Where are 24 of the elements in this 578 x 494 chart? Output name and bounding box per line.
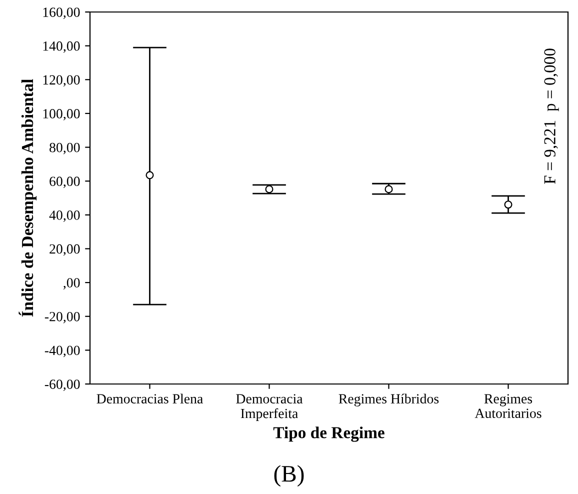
x-tick-label: Regimes Autoritarios <box>474 394 542 418</box>
y-tick-label: 60,00 <box>50 176 80 188</box>
point <box>146 171 154 180</box>
x-tick-label: Regimes Híbridos <box>338 394 439 406</box>
point <box>265 185 274 194</box>
y-tick-label: 20,00 <box>50 244 80 256</box>
y-tick-label: -40,00 <box>44 346 80 358</box>
y-tick-label: 120,00 <box>43 75 80 87</box>
text: (B) <box>274 465 304 487</box>
point <box>504 200 512 209</box>
y-tick-label: 40,00 <box>49 210 80 222</box>
y-tick-label: ,00 <box>63 278 80 290</box>
y-tick-label: 100,00 <box>43 109 80 120</box>
annotation: F = 9,221 p = 0,000 <box>544 48 559 184</box>
y-tick-label: -20,00 <box>44 312 80 324</box>
y-axis-title: Índice de Desempenho Ambiental <box>18 79 37 317</box>
y-tick-label: 80,00 <box>50 142 80 154</box>
point <box>384 185 393 194</box>
y-tick-label: -60,00 <box>44 380 80 391</box>
y-tick-label: 160,00 <box>43 8 80 19</box>
x-tick-label: Democracias Plena <box>96 394 203 404</box>
x-tick-label: Democracia Imperfeita <box>236 394 303 422</box>
x-axis-title: Tipo de Regime <box>273 426 384 442</box>
y-tick-label: 140,00 <box>43 41 80 53</box>
